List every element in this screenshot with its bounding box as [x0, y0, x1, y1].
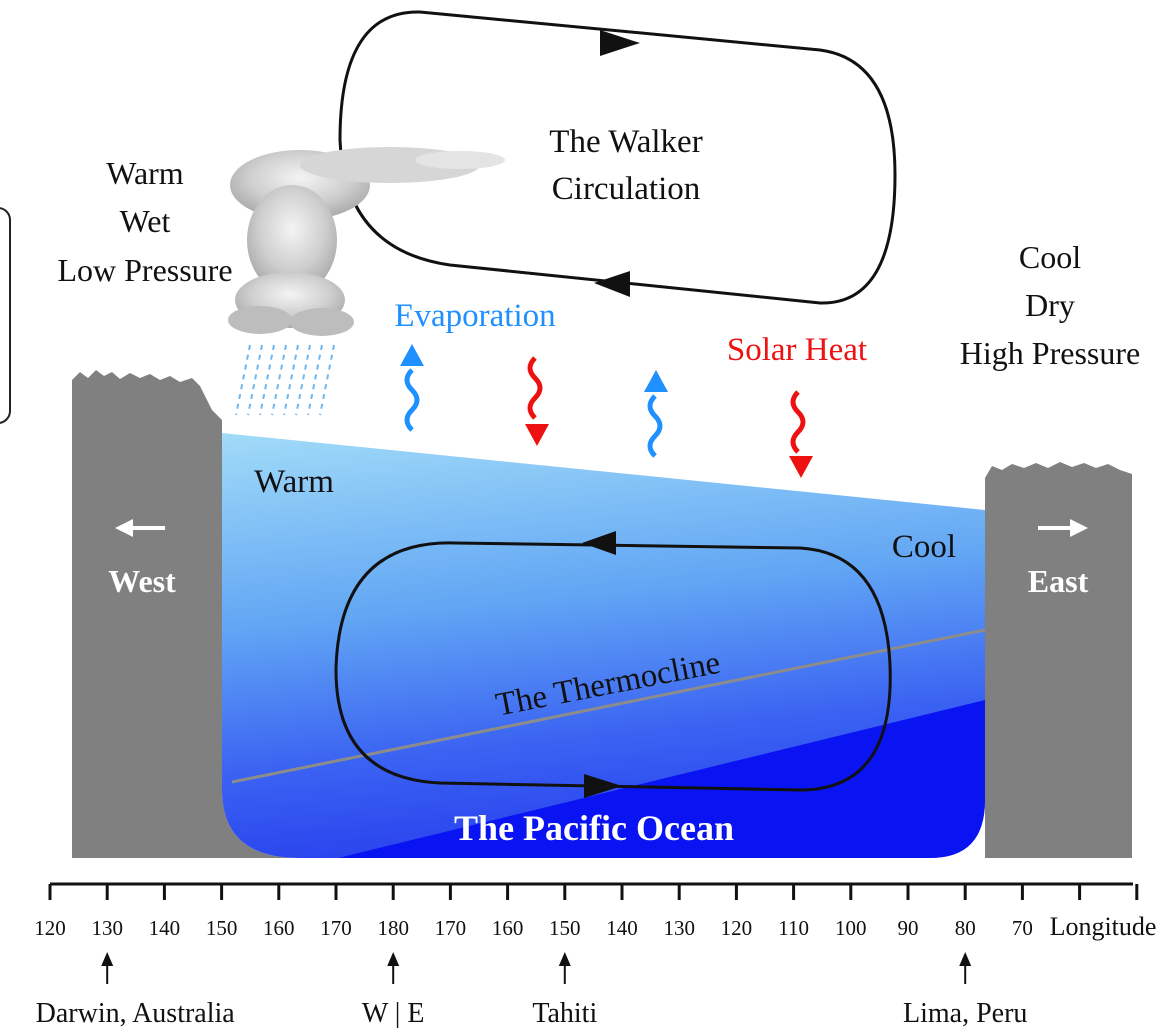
- west-arrow-icon: [115, 519, 165, 537]
- axis-tick-label: 70: [1012, 916, 1033, 940]
- axis-tick-label: 80: [955, 916, 976, 940]
- axis-tick-label: 130: [663, 916, 695, 940]
- west-climate-wet: Wet: [120, 203, 171, 239]
- location-label: Lima, Peru: [903, 998, 1027, 1029]
- east-label: East: [1028, 563, 1089, 599]
- east-arrow-icon: [1038, 519, 1088, 537]
- walker-circulation-loop: [338, 10, 897, 305]
- pacific-ocean-label: The Pacific Ocean: [454, 808, 734, 848]
- axis-tick-label: 120: [721, 916, 753, 940]
- solar-heat-arrow: [525, 356, 549, 446]
- location-arrowhead-icon: [959, 952, 972, 966]
- ocean-circulation-loop: [334, 541, 892, 792]
- axis-tick-label: 120: [34, 916, 66, 940]
- location-arrowhead-icon: [558, 952, 571, 966]
- thermocline-line: [231, 628, 986, 784]
- axis-tick-label: 180: [377, 916, 409, 940]
- ocean-loop-arrow-east: [584, 774, 622, 798]
- east-landmass: [985, 462, 1132, 858]
- location-arrowhead-icon: [101, 952, 114, 966]
- west-climate-warm: Warm: [106, 155, 184, 191]
- location-arrowhead-icon: [387, 952, 400, 966]
- edge-frame: [0, 207, 11, 424]
- axis-tick-label: 90: [898, 916, 919, 940]
- solar-heat-arrow: [789, 390, 813, 478]
- longitude-axis: 120 130 140 150 160 170 180 170 160 150 140 130 120 1…: [34, 882, 1139, 940]
- location-label: Darwin, Australia: [36, 998, 236, 1029]
- cool-water-label: Cool: [892, 529, 956, 565]
- axis-tick-label: 140: [606, 916, 638, 940]
- location-label: W | E: [362, 998, 425, 1029]
- location-label: Tahiti: [532, 998, 597, 1029]
- walker-circulation-title-line2: Circulation: [552, 171, 700, 207]
- walker-arrow-east: [600, 30, 640, 56]
- evaporation-label: Evaporation: [394, 298, 555, 334]
- axis-tick-label: 150: [549, 916, 581, 940]
- east-climate-dry: Dry: [1025, 287, 1075, 323]
- west-landmass: [72, 370, 300, 858]
- rain-streaks: [235, 344, 335, 416]
- axis-tick-label: 150: [206, 916, 238, 940]
- axis-tick-label: 140: [149, 916, 181, 940]
- axis-tick-label: 160: [492, 916, 524, 940]
- storm-cloud: [228, 147, 505, 336]
- ocean-loop-arrow-west: [582, 531, 616, 555]
- axis-tick-label: 100: [835, 916, 867, 940]
- axis-tick-label: 110: [778, 916, 809, 940]
- west-climate-low-pressure: Low Pressure: [57, 252, 232, 288]
- axis-tick-label: 130: [91, 916, 123, 940]
- warm-water-label: Warm: [254, 464, 334, 500]
- west-label: West: [108, 563, 176, 599]
- east-climate-cool: Cool: [1019, 239, 1081, 275]
- solar-heat-label: Solar Heat: [727, 332, 867, 368]
- walker-circulation-title-line1: The Walker: [549, 124, 702, 160]
- location-markers: Darwin, Australia W | E Tahiti Lima, Peru: [36, 952, 1027, 1029]
- pacific-ocean: [222, 433, 985, 858]
- evaporation-arrow: [644, 370, 668, 458]
- axis-tick-label: 170: [435, 916, 467, 940]
- east-climate-high-pressure: High Pressure: [960, 335, 1140, 371]
- axis-tick-label: 160: [263, 916, 295, 940]
- walker-arrow-west: [594, 271, 630, 297]
- evaporation-arrow: [400, 344, 424, 432]
- axis-title: Longitude: [1050, 912, 1157, 941]
- axis-tick-label: 170: [320, 916, 352, 940]
